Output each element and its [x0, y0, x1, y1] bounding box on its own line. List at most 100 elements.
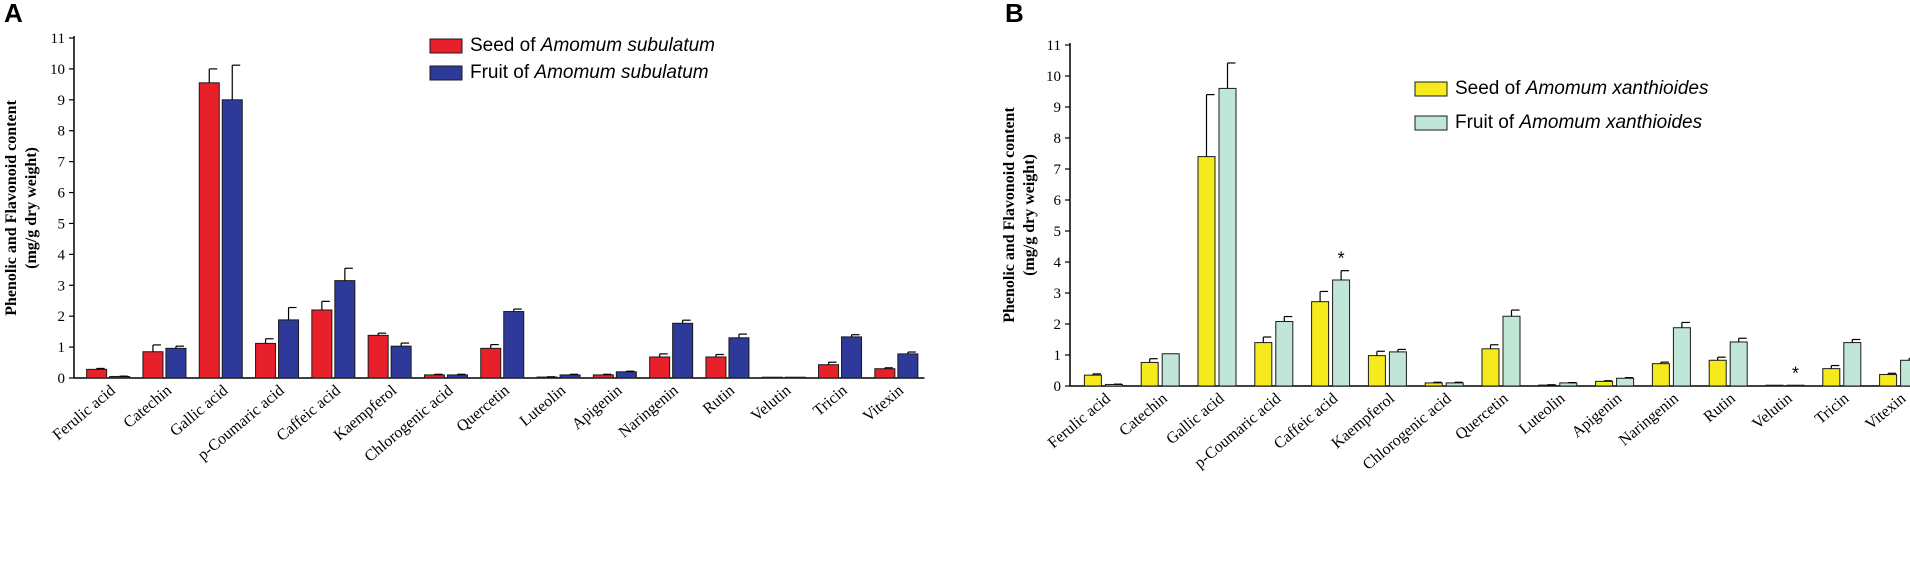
x-tick-label: Quercetin [1452, 390, 1511, 444]
bar [1481, 348, 1500, 387]
y-tick-label: 2 [1054, 317, 1062, 333]
y-tick-label: 6 [58, 186, 66, 202]
bar [1595, 380, 1614, 387]
bar [1616, 377, 1635, 387]
y-tick-label: 4 [1054, 255, 1062, 271]
y-tick-label: 10 [50, 62, 65, 78]
bar [86, 368, 108, 379]
legend-label-prefix: Fruit of [1455, 112, 1519, 133]
bar [672, 322, 694, 379]
bar [165, 347, 187, 379]
bar [1843, 342, 1862, 387]
legend-label-species: Amomum xanthioides [1525, 78, 1709, 99]
legend-label-species: Amomum subulatum [540, 35, 715, 56]
bar [1651, 363, 1670, 387]
bar [480, 347, 502, 379]
bar [1197, 156, 1216, 387]
x-tick-label: Tricin [1812, 390, 1852, 428]
bar [142, 351, 164, 379]
bar [423, 374, 445, 379]
legend-label-prefix: Seed of [1455, 78, 1526, 99]
y-tick-label: 11 [1047, 38, 1061, 54]
y-tick-label: 3 [58, 278, 66, 294]
y-tick-label: 8 [58, 124, 66, 140]
y-tick-label: 2 [58, 309, 66, 325]
y-tick-label: 1 [58, 340, 66, 356]
y-tick-label: 3 [1054, 286, 1062, 302]
bar [334, 280, 356, 379]
y-tick-label: 7 [1054, 162, 1062, 178]
bar [390, 345, 412, 379]
bar [1140, 361, 1159, 387]
bar [1218, 87, 1237, 387]
bar [705, 356, 727, 379]
bar [221, 99, 243, 379]
x-tick-label: Naringenin [616, 382, 682, 441]
y-axis-title: Phenolic and Flavonoid content [3, 100, 20, 316]
bar [1672, 327, 1691, 387]
x-tick-label: Rutin [1701, 390, 1739, 426]
bar [1559, 382, 1578, 387]
bar [255, 342, 277, 379]
significance-marker: * [1792, 363, 1799, 383]
bar [1424, 382, 1443, 387]
legend-label: Seed of Amomum xanthioides [1455, 78, 1709, 99]
panel-label-a: A [4, 0, 23, 28]
legend-swatch [1414, 81, 1448, 97]
legend-label-prefix: Seed of [470, 35, 541, 56]
legend-label-species: Amomum subulatum [533, 62, 708, 83]
bar [278, 319, 300, 379]
chart-panel-a: 0 1 2 3 4 5 6 7 8 9 10 11 Phenolic and Flavonoid con… [3, 31, 925, 466]
bar [1502, 315, 1521, 387]
bar [1332, 279, 1351, 387]
bar [1161, 353, 1180, 387]
bar [1275, 321, 1294, 387]
bar [1083, 374, 1102, 387]
x-tick-label: Luteolin [1516, 390, 1568, 438]
bar [1445, 382, 1464, 387]
bar [818, 364, 840, 379]
y-tick-label: 4 [58, 247, 66, 263]
bar [1729, 341, 1748, 387]
y-tick-label: 7 [58, 155, 66, 171]
x-tick-label: Luteolin [517, 382, 569, 430]
x-tick-label: Rutin [700, 382, 738, 418]
x-tick-label: Vitexin [860, 382, 907, 425]
bar [649, 356, 671, 379]
bar [559, 374, 581, 379]
bar [1765, 384, 1784, 387]
x-tick-label: Ferulic acid [1045, 390, 1114, 452]
x-tick-label: Naringenin [1616, 390, 1682, 449]
bar [1254, 342, 1273, 387]
legend-label: Seed of Amomum subulatum [470, 35, 715, 56]
y-tick-label: 0 [1054, 379, 1062, 395]
y-tick-label: 0 [58, 371, 66, 387]
y-tick-label: 8 [1054, 131, 1062, 147]
bar [592, 374, 614, 379]
bar [784, 376, 806, 379]
x-tick-label: Catechin [1116, 390, 1170, 440]
x-tick-label: Catechin [121, 382, 175, 432]
bar [1822, 368, 1841, 387]
legend-swatch [429, 38, 463, 54]
x-tick-label: Apigenin [1569, 390, 1626, 441]
panel-label-b: B [1005, 0, 1024, 28]
bar [1388, 351, 1407, 387]
x-tick-label: Apigenin [569, 382, 626, 433]
bar [1900, 359, 1910, 387]
y-tick-label: 9 [58, 93, 66, 109]
y-tick-label: 5 [58, 216, 66, 232]
x-tick-label: Caffeic acid [1271, 390, 1341, 453]
bar [198, 82, 220, 379]
chart-panel-b: 0 1 2 3 4 5 6 7 8 9 10 11 Phenolic and Flavonoid con… [1001, 38, 1910, 474]
y-tick-label: 5 [1054, 224, 1062, 240]
bar [1879, 374, 1898, 387]
y-tick-label: 11 [51, 31, 65, 47]
y-tick-label: 9 [1054, 100, 1062, 116]
bar [1708, 359, 1727, 387]
legend-label: Fruit of Amomum xanthioides [1455, 112, 1703, 133]
x-tick-label: Tricin [810, 382, 850, 420]
legend-label-prefix: Fruit of [470, 62, 534, 83]
bar [615, 371, 637, 379]
